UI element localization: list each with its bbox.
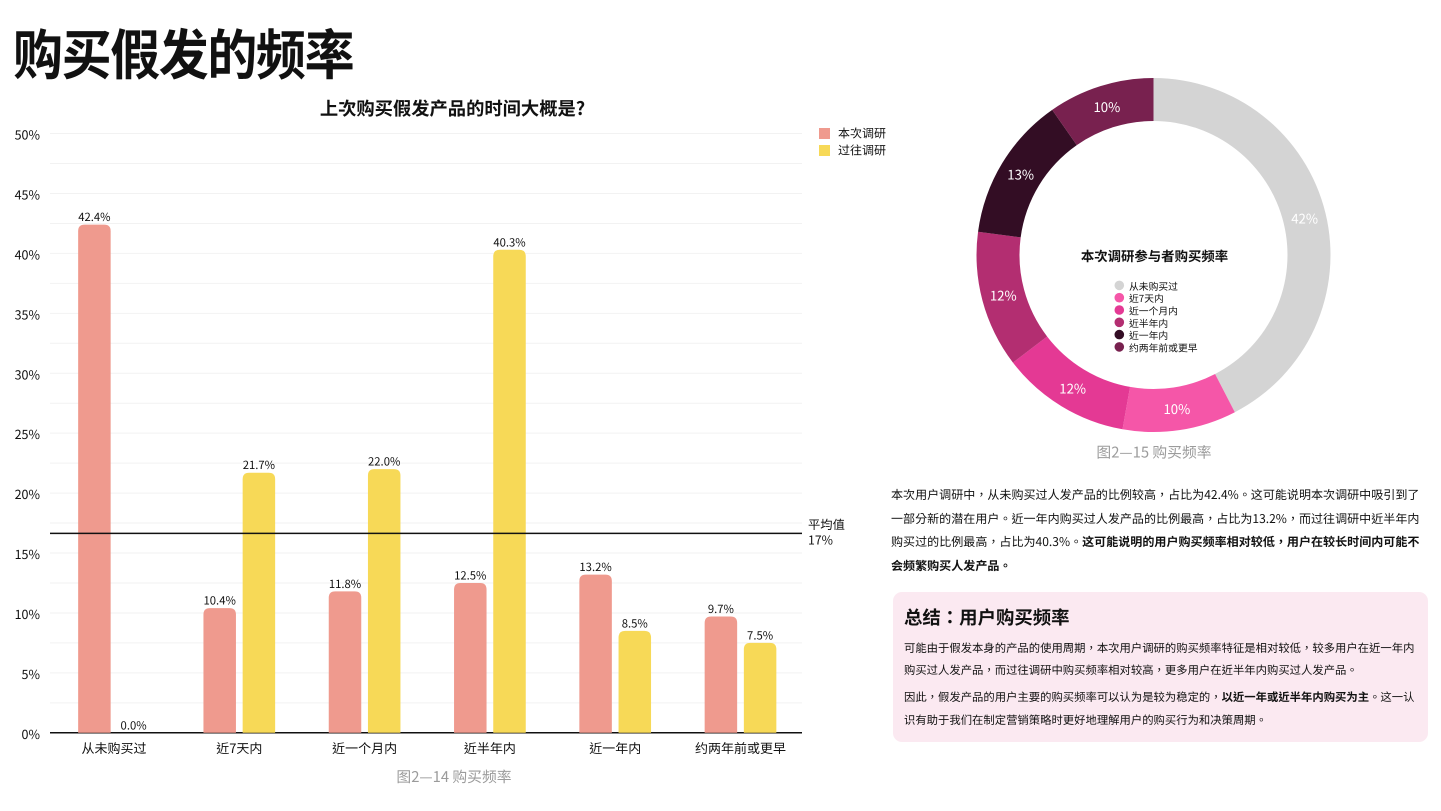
svg-text:近一个月内: 近一个月内 xyxy=(1129,304,1178,318)
svg-text:11.8%: 11.8% xyxy=(329,576,361,592)
svg-text:从未购买过: 从未购买过 xyxy=(1129,279,1178,293)
svg-text:5%: 5% xyxy=(22,664,41,683)
svg-text:13.2%: 13.2% xyxy=(579,559,611,575)
svg-text:42%: 42% xyxy=(1291,209,1318,228)
svg-text:本次调研: 本次调研 xyxy=(838,125,886,142)
svg-text:10%: 10% xyxy=(1163,399,1190,418)
svg-text:约两年前或更早: 约两年前或更早 xyxy=(695,738,786,757)
svg-text:15%: 15% xyxy=(15,544,41,563)
svg-text:50%: 50% xyxy=(15,125,41,144)
svg-text:40.3%: 40.3% xyxy=(493,234,525,250)
svg-text:本次调研参与者购买频率: 本次调研参与者购买频率 xyxy=(1081,245,1228,265)
svg-text:30%: 30% xyxy=(15,364,41,383)
svg-text:12%: 12% xyxy=(1059,378,1086,397)
svg-text:近7天内: 近7天内 xyxy=(216,738,262,757)
svg-text:0%: 0% xyxy=(22,724,41,743)
svg-text:近一年内: 近一年内 xyxy=(1129,328,1168,342)
svg-text:17%: 17% xyxy=(808,531,833,549)
svg-text:25%: 25% xyxy=(15,424,41,443)
svg-text:45%: 45% xyxy=(15,184,41,203)
svg-text:12%: 12% xyxy=(990,286,1017,305)
svg-text:8.5%: 8.5% xyxy=(622,615,648,631)
svg-text:7.5%: 7.5% xyxy=(747,627,773,643)
svg-text:21.7%: 21.7% xyxy=(243,457,275,473)
svg-text:图2—15 购买频率: 图2—15 购买频率 xyxy=(1096,441,1211,462)
svg-text:平均值: 平均值 xyxy=(808,515,845,533)
svg-text:从未购买过: 从未购买过 xyxy=(81,738,146,757)
svg-text:35%: 35% xyxy=(15,304,41,323)
svg-text:13%: 13% xyxy=(1007,165,1034,184)
svg-text:10%: 10% xyxy=(15,604,41,623)
svg-text:42.4%: 42.4% xyxy=(78,209,110,225)
svg-text:10.4%: 10.4% xyxy=(204,593,236,609)
svg-text:40%: 40% xyxy=(15,244,41,263)
svg-text:近一年内: 近一年内 xyxy=(589,738,641,757)
svg-text:过往调研: 过往调研 xyxy=(838,142,886,159)
svg-text:近7天内: 近7天内 xyxy=(1129,291,1164,305)
svg-text:20%: 20% xyxy=(15,484,41,503)
svg-text:近半年内: 近半年内 xyxy=(464,738,516,757)
svg-text:0.0%: 0.0% xyxy=(121,717,147,733)
svg-text:约两年前或更早: 约两年前或更早 xyxy=(1129,340,1198,354)
svg-text:22.0%: 22.0% xyxy=(368,454,400,470)
svg-text:9.7%: 9.7% xyxy=(708,601,734,617)
svg-text:近一个月内: 近一个月内 xyxy=(332,738,397,757)
svg-text:图2—14 购买频率: 图2—14 购买频率 xyxy=(396,766,511,787)
svg-text:10%: 10% xyxy=(1093,97,1120,116)
svg-text:12.5%: 12.5% xyxy=(454,567,486,583)
svg-text:近半年内: 近半年内 xyxy=(1129,316,1168,330)
